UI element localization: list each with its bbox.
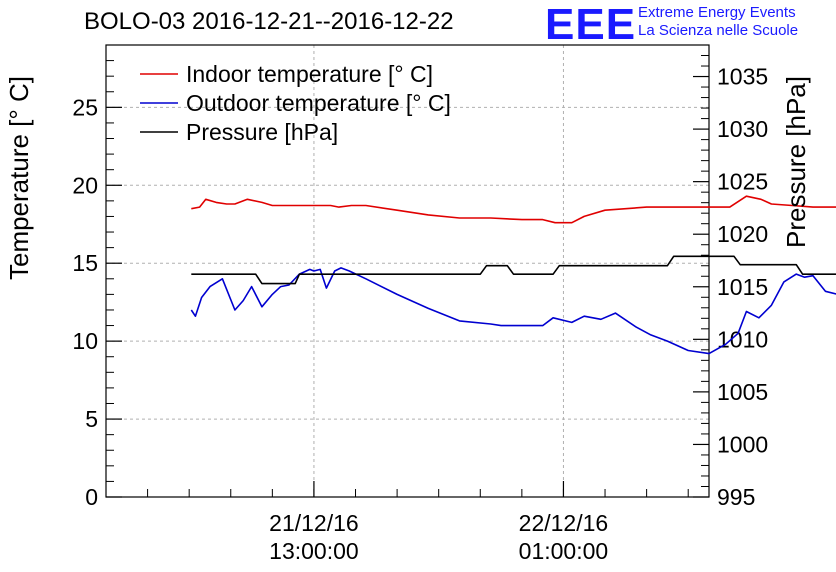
series-group [190, 195, 836, 355]
y2-tick-label: 1035 [717, 64, 768, 90]
series-line-2 [190, 267, 836, 355]
y2-tick-label: 1030 [717, 116, 768, 142]
y-tick-label: 20 [72, 172, 98, 198]
y-axis-label: Temperature [° C] [4, 76, 34, 280]
logo-caption: Extreme Energy Events La Scienza nelle S… [638, 4, 798, 40]
legend: Indoor temperature [° C] Outdoor temperat… [140, 61, 451, 145]
y-tick-label: 0 [85, 484, 98, 510]
x-tick-label: 01:00:00 [519, 538, 609, 564]
series-line-1 [191, 195, 836, 224]
grid-lines [106, 45, 709, 497]
x-tick-label: 13:00:00 [269, 538, 359, 564]
y-tick-label: 25 [72, 94, 98, 120]
legend-label-2: Outdoor temperature [° C] [186, 90, 451, 116]
logo-caption-line1: Extreme Energy Events [638, 4, 796, 21]
y-tick-label: 10 [72, 328, 98, 354]
y2-tick-label: 1000 [717, 431, 768, 457]
right-axis: 995 1000 1005 1010 1015 1020 1025 1030 1035 [693, 44, 768, 510]
plot-frame [105, 44, 710, 498]
y2-tick-label: 1025 [717, 169, 768, 195]
legend-label-3: Pressure [hPa] [186, 119, 338, 145]
y2-tick-label: 1010 [717, 326, 768, 352]
y2-tick-label: 1005 [717, 379, 768, 405]
y2-tick-label: 995 [717, 484, 755, 510]
eee-logo: EEE [545, 0, 637, 49]
y2-axis-label: Pressure [hPa] [781, 76, 811, 248]
y-tick-label: 15 [72, 250, 98, 276]
left-axis: 0 5 10 15 20 25 [72, 44, 122, 510]
legend-label-1: Indoor temperature [° C] [186, 61, 433, 87]
x-tick-label: 21/12/16 [269, 510, 359, 536]
series-line-3 [191, 255, 836, 285]
chart-title: BOLO-03 2016-12-21--2016-12-22 [84, 8, 454, 35]
x-tick-label: 22/12/16 [519, 510, 609, 536]
y-tick-label: 5 [85, 406, 98, 432]
y2-tick-label: 1020 [717, 221, 768, 247]
logo-caption-line2: La Scienza nelle Scuole [638, 22, 799, 39]
y2-tick-label: 1015 [717, 274, 768, 300]
